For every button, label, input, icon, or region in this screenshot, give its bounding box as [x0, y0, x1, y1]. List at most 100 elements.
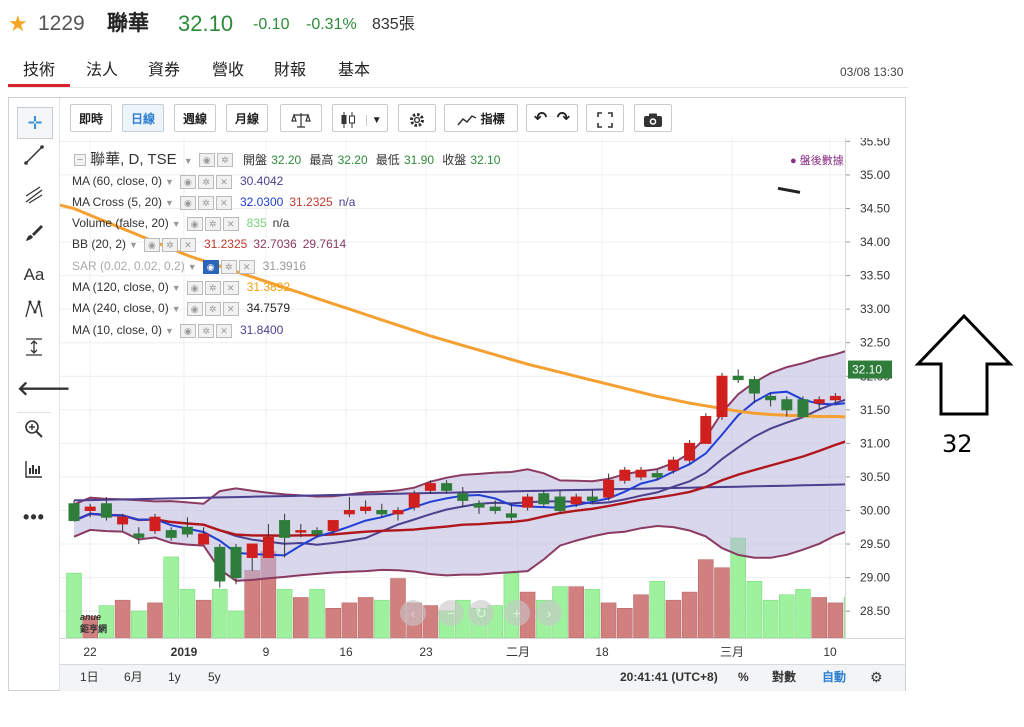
remove-icon[interactable]: ✕ [179, 237, 196, 252]
measure-icon[interactable] [17, 336, 51, 366]
zoom-in-icon[interactable] [17, 418, 51, 448]
undo-icon[interactable]: ↶ [533, 110, 548, 127]
redo-icon[interactable]: ↷ [556, 110, 571, 127]
remove-icon[interactable]: ✕ [222, 301, 239, 316]
brush-icon[interactable] [17, 222, 51, 252]
legend-row-macross[interactable]: MA Cross (5, 20) ▼ ◉ ✲ ✕ 32.0300 31.2325 n/a [72, 194, 355, 211]
fullscreen-icon[interactable] [586, 104, 624, 132]
zoom-out-icon[interactable]: − [438, 600, 464, 626]
crosshair-icon[interactable]: ✛ [17, 107, 53, 139]
settings-small-icon[interactable]: ✲ [204, 216, 221, 231]
time-axis[interactable]: 22 2019 9 16 23 二月 18 三月 10 [60, 638, 905, 665]
remove-icon[interactable]: ✕ [238, 259, 255, 274]
hidden-visibility-icon[interactable]: ◉ [202, 259, 219, 274]
settings-small-icon[interactable]: ✲ [220, 259, 237, 274]
visibility-icon[interactable]: ◉ [186, 280, 203, 295]
row-dropdown-icon[interactable]: ▼ [187, 262, 197, 272]
favorite-star-icon[interactable]: ★ [8, 11, 28, 36]
axis-settings-gear-icon[interactable]: ⚙ [870, 669, 883, 685]
candle-body [554, 496, 566, 511]
indicators-button[interactable]: 指標 [444, 104, 518, 132]
settings-small-icon[interactable]: ✲ [204, 280, 221, 295]
row-dropdown-icon[interactable]: ▼ [165, 177, 174, 187]
settings-small-icon[interactable]: ✲ [204, 301, 221, 316]
title-dropdown-icon[interactable]: ▼ [183, 156, 193, 166]
after-hours-badge[interactable]: ● 盤後數據 [790, 155, 844, 167]
visibility-icon[interactable]: ◉ [179, 323, 196, 338]
settings-gear-icon[interactable] [398, 104, 436, 132]
remove-icon[interactable]: ✕ [222, 216, 239, 231]
row-dropdown-icon[interactable]: ▼ [171, 219, 181, 229]
compare-icon[interactable] [280, 104, 322, 132]
visibility-icon[interactable]: ◉ [186, 216, 203, 231]
legend-row-sar[interactable]: SAR (0.02, 0.02, 0.2) ▼ ◉ ✲ ✕ 31.3916 [72, 258, 306, 275]
interval-intraday-button[interactable]: 即時 [70, 104, 112, 132]
tab-revenue[interactable]: 營收 [212, 62, 245, 79]
pattern-icon[interactable] [17, 298, 51, 328]
visibility-icon[interactable]: ◉ [186, 301, 203, 316]
interval-monthly-button[interactable]: 月線 [226, 104, 268, 132]
tab-margin[interactable]: 資券 [148, 62, 181, 79]
row-dropdown-icon[interactable]: ▼ [171, 304, 181, 314]
percent-scale-toggle[interactable]: % [738, 670, 749, 684]
ma20-line [73, 440, 845, 537]
range-1y-button[interactable]: 1y [168, 670, 181, 684]
legend-row-bb[interactable]: BB (20, 2) ▼ ◉ ✲ ✕ 31.2325 32.7036 29.7614 [72, 236, 346, 253]
settings-small-icon[interactable]: ✲ [197, 174, 214, 189]
trendline-icon[interactable] [17, 144, 51, 174]
candle-body [651, 473, 663, 478]
row-dropdown-icon[interactable]: ▼ [165, 326, 174, 336]
text-tool-icon[interactable]: Aa [23, 265, 45, 284]
scroll-right-icon[interactable]: › [536, 600, 562, 626]
reset-view-icon[interactable]: ↻ [468, 600, 494, 626]
legend-row-label: MA Cross (5, 20) [72, 195, 163, 209]
legend-row-ma10[interactable]: MA (10, close, 0) ▼ ◉ ✲ ✕ 31.8400 [72, 322, 283, 339]
row-dropdown-icon[interactable]: ▼ [129, 240, 138, 250]
remove-icon[interactable]: ✕ [215, 323, 232, 338]
range-5y-button[interactable]: 5y [208, 670, 221, 684]
fib-tool-icon[interactable] [17, 184, 51, 214]
tab-institutional[interactable]: 法人 [86, 62, 119, 79]
remove-icon[interactable]: ✕ [215, 195, 232, 210]
legend-row-volume[interactable]: Volume (false, 20) ▼ ◉ ✲ ✕ 835 n/a [72, 215, 289, 232]
row-dropdown-icon[interactable]: ▼ [171, 283, 181, 293]
settings-small-icon[interactable]: ✲ [216, 153, 233, 168]
zoom-in-small-icon[interactable]: + [504, 600, 530, 626]
more-options-icon[interactable]: ••• [23, 507, 45, 527]
snapshot-camera-icon[interactable] [634, 104, 672, 132]
clock-timezone[interactable]: 20:41:41 (UTC+8) [620, 670, 718, 684]
legend-row-ma60[interactable]: MA (60, close, 0) ▼ ◉ ✲ ✕ 30.4042 [72, 173, 283, 190]
candle-body [732, 375, 744, 381]
legend-row-ma240[interactable]: MA (240, close, 0) ▼ ◉ ✲ ✕ 34.7579 [72, 300, 290, 317]
row-dropdown-icon[interactable]: ▼ [165, 198, 174, 208]
settings-small-icon[interactable]: ✲ [197, 195, 214, 210]
price-tick-label: 31.00 [860, 436, 890, 450]
range-1d-button[interactable]: 1日 [80, 670, 99, 684]
tab-technical[interactable]: 技術 [23, 62, 56, 79]
tab-financials[interactable]: 財報 [274, 62, 307, 79]
tab-basics[interactable]: 基本 [338, 62, 371, 79]
collapse-legend-icon[interactable]: − [74, 154, 86, 167]
chart-type-candles-icon[interactable]: ▼ [332, 104, 388, 132]
chart-data-icon[interactable] [17, 458, 51, 488]
visibility-icon[interactable]: ◉ [179, 174, 196, 189]
settings-small-icon[interactable]: ✲ [161, 237, 178, 252]
remove-icon[interactable]: ✕ [222, 280, 239, 295]
range-6m-button[interactable]: 6月 [124, 670, 143, 684]
settings-small-icon[interactable]: ✲ [197, 323, 214, 338]
interval-weekly-button[interactable]: 週線 [174, 104, 216, 132]
arrow-left-icon[interactable]: 🡐 [17, 378, 71, 400]
visibility-icon[interactable]: ◉ [143, 237, 160, 252]
tabs-divider [8, 87, 908, 88]
remove-icon[interactable]: ✕ [215, 174, 232, 189]
scroll-left-icon[interactable]: ‹ [400, 600, 426, 626]
auto-scale-toggle[interactable]: 自動 [822, 670, 847, 684]
price-chart[interactable] [60, 138, 845, 638]
interval-daily-button[interactable]: 日線 [122, 104, 164, 132]
price-axis[interactable]: 35.5035.0034.5034.0033.5033.0032.5032.00… [845, 138, 906, 638]
visibility-icon[interactable]: ◉ [198, 153, 215, 168]
legend-row-ma120[interactable]: MA (120, close, 0) ▼ ◉ ✲ ✕ 31.3892 [72, 279, 290, 296]
visibility-icon[interactable]: ◉ [179, 195, 196, 210]
log-scale-toggle[interactable]: 對數 [772, 670, 797, 684]
volume-bar [633, 594, 649, 638]
